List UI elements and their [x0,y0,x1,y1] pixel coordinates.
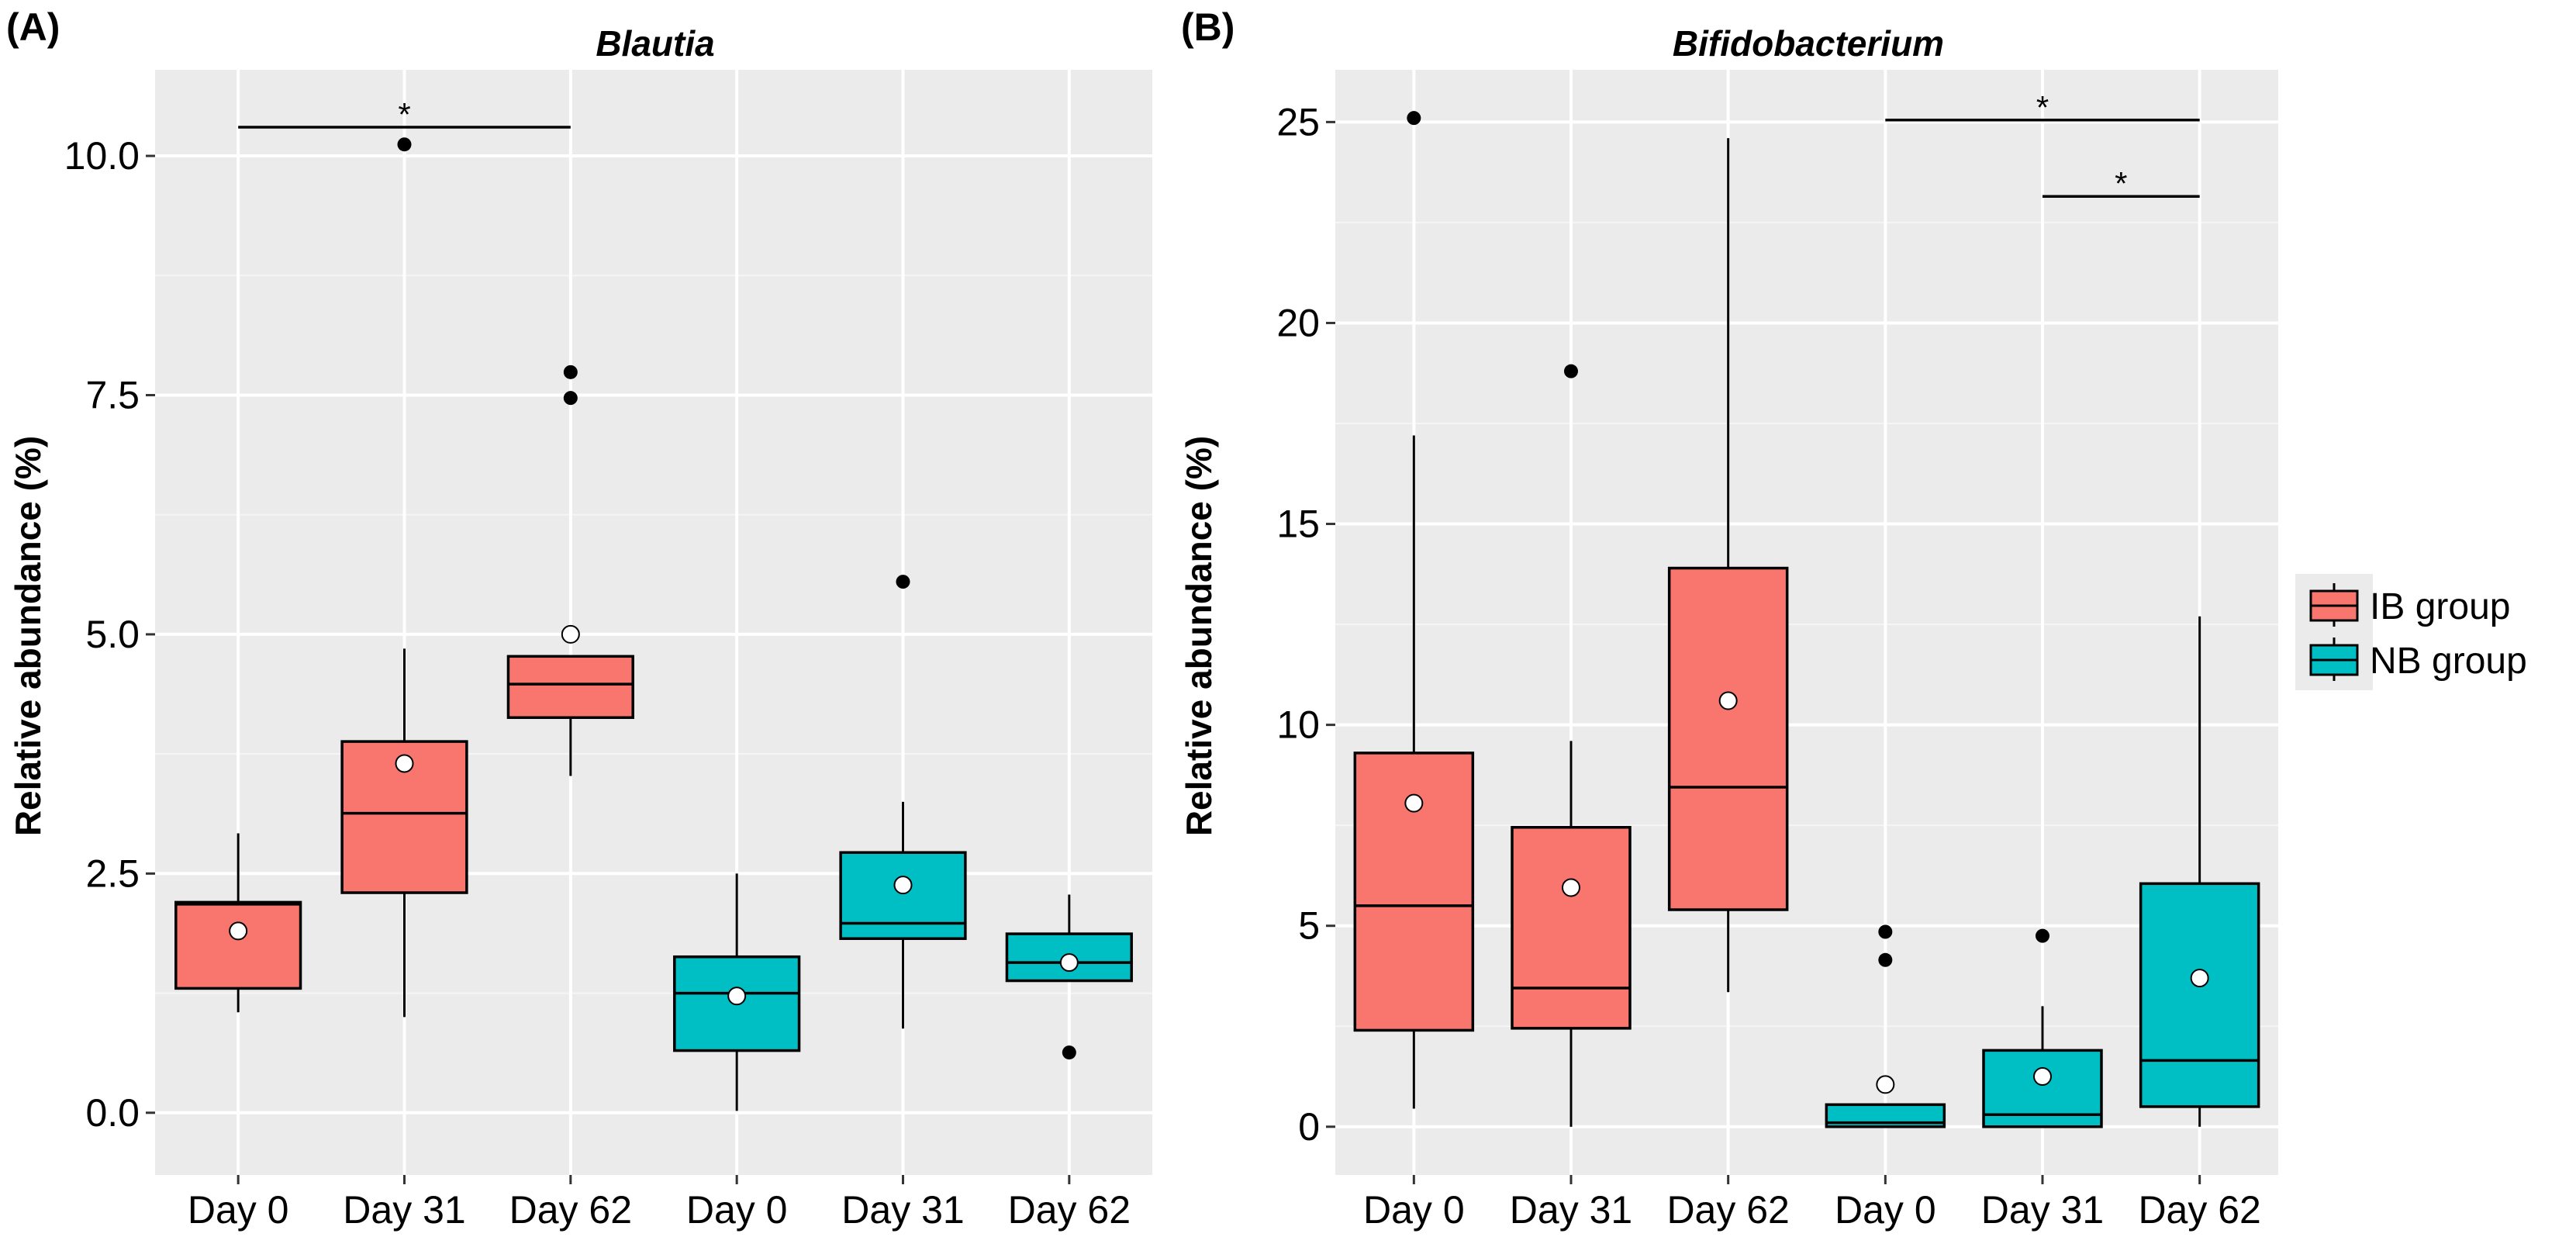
panel-a-x-tick-label: Day 31 [343,1188,465,1232]
box-iqr [174,900,302,990]
mean-point [395,754,414,773]
panel-a-x-tick-label: Day 62 [509,1188,632,1232]
panel-b-y-tick-label: 20 [1276,301,1320,344]
box-iqr [839,851,967,941]
panel-b-x-tick-label: Day 62 [2138,1188,2260,1232]
box-iqr [506,655,634,720]
panel-b-y-tick-label: 5 [1298,904,1320,948]
panel-b-background [1335,70,2278,1175]
panel-a-box-1 [340,137,468,1018]
panel-a-x-tick-label: Day 31 [841,1188,964,1232]
panel-b-y-tick-label: 25 [1276,100,1320,143]
mean-point [1876,1075,1895,1094]
legend: IB group NB group [2295,574,2527,690]
panel-b-box-1 [1511,364,1632,1127]
panel-b-box-3 [1825,924,1946,1128]
box-iqr [1511,826,1632,1030]
panel-a-box-4 [839,575,967,1029]
panel-a-x-tick-label: Day 62 [1008,1188,1131,1232]
panel-a-box-5 [1005,894,1133,1060]
outlier-point [2036,928,2049,943]
outlier-point [563,365,578,379]
outlier-point [1564,364,1578,378]
mean-point [893,876,913,895]
box-iqr [2139,882,2260,1108]
panel-a-box-2 [506,365,634,776]
legend-ib-label: IB group [2370,586,2510,627]
outlier-point [1407,111,1421,126]
legend-nb-label: NB group [2370,641,2527,682]
panel-a-y-tick-label: 0.0 [85,1091,140,1135]
panel-b-x-tick-label: Day 0 [1835,1188,1936,1232]
panel-a-background [155,70,1152,1175]
panel-a-plot: 0.0 2.5 5.0 7.5 10.0 Day 0 Day 31 Day 62 Day 0 Da… [64,70,1152,1232]
panel-a: (A) Blautia Relative abundance (%) 0.0 2.… [6,5,1152,1232]
panel-a-box-0 [174,833,302,1013]
outlier-point [563,391,578,406]
panel-b-letter: (B) [1181,5,1234,49]
panel-a-y-tick-label: 10.0 [64,134,140,178]
outlier-point [1878,952,1893,967]
panel-b-y-tick-label: 15 [1276,503,1320,546]
panel-a-x-tick-label: Day 0 [188,1188,289,1232]
panel-b-x-tick-label: Day 0 [1363,1188,1465,1232]
mean-point [1562,878,1580,897]
panel-a-letter: (A) [6,5,60,49]
mean-point [229,921,248,941]
panel-a-y-axis-label: Relative abundance (%) [8,436,48,836]
panel-b-y-axis-label: Relative abundance (%) [1179,436,1219,836]
panel-b-box-0 [1353,111,1475,1109]
mean-point [2033,1067,2052,1087]
legend-item-nb: NB group [2309,638,2527,682]
mean-point [2190,969,2209,988]
panel-b-box-2 [1667,138,1789,993]
panel-b-x-tick-label: Day 31 [1981,1188,2104,1232]
mean-point [1404,793,1424,813]
panel-b-plot: 0 5 10 15 20 25 Day 0 Day 31 Day 62 Day 0 Day 31 Da… [1276,70,2278,1232]
panel-b-y-tick-label: 0 [1298,1105,1320,1149]
panel-b-x-tick-label: Day 31 [1510,1188,1632,1232]
panel-a-title: Blautia [596,23,714,64]
legend-item-ib: IB group [2309,583,2510,627]
outlier-point [397,137,412,152]
panel-a-x-tick-label: Day 0 [686,1188,788,1232]
box-iqr [1667,566,1789,911]
panel-a-y-tick-label: 2.5 [85,852,140,895]
panel-b-box-5 [2139,616,2260,1127]
panel-b-box-4 [1982,928,2103,1128]
mean-point [1718,691,1738,710]
panel-b-significance-star: * [2115,165,2127,202]
outlier-point [1878,924,1893,939]
panel-b: (B) Bifidobacterium Relative abundance (… [1179,5,2278,1232]
mean-point [561,624,580,644]
panel-a-box-3 [673,873,801,1111]
outlier-point [1062,1045,1076,1060]
panel-a-significance-star: * [398,96,410,133]
mean-point [727,986,747,1006]
panel-b-x-tick-label: Day 62 [1666,1188,1789,1232]
panel-b-title: Bifidobacterium [1673,23,1944,64]
panel-a-y-tick-label: 7.5 [85,373,140,416]
outlier-point [896,575,910,589]
mean-point [1059,953,1079,973]
panel-a-y-tick-label: 5.0 [85,613,140,656]
panel-b-y-tick-label: 10 [1276,703,1320,747]
panel-b-significance-star: * [2036,89,2049,126]
